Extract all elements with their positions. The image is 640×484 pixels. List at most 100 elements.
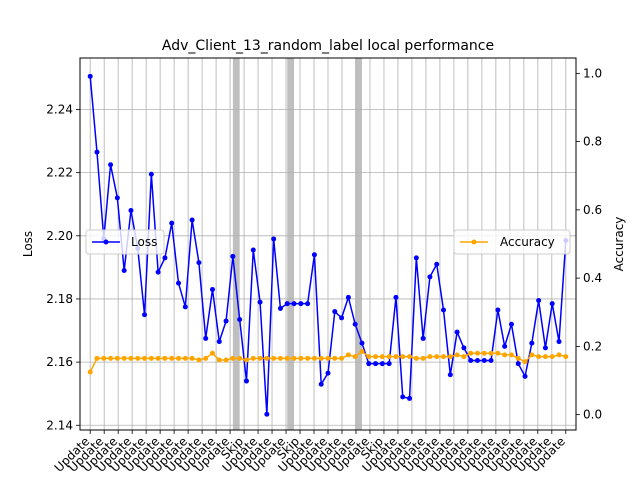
series-loss-point-5 [121,268,127,274]
series-loss-point-18 [209,286,215,292]
series-loss-point-21 [230,253,236,259]
series-layer [87,73,569,417]
series-loss-point-0 [87,73,93,79]
series-accuracy-point-58 [481,350,487,356]
series-accuracy-point-32 [305,355,311,361]
series-accuracy-point-17 [203,355,209,361]
series-accuracy-point-65 [529,352,535,358]
series-accuracy-point-59 [488,350,494,356]
series-accuracy-point-67 [542,354,548,360]
series-loss-point-35 [325,370,331,376]
series-loss-point-68 [549,301,555,307]
series-accuracy-point-20 [223,357,229,363]
skip-region-0 [232,58,240,430]
series-loss-point-67 [542,345,548,351]
series-loss-point-40 [359,340,365,346]
series-loss-point-15 [189,217,195,223]
series-loss-point-54 [454,329,460,335]
y-left-tick-label-3: 2.20 [46,229,73,243]
series-accuracy-point-25 [257,355,263,361]
series-loss-point-36 [332,309,338,315]
skip-regions-layer [232,58,362,430]
series-accuracy-point-70 [563,354,569,360]
series-accuracy-point-28 [277,355,283,361]
series-accuracy-point-44 [386,354,392,360]
series-accuracy-point-64 [522,359,528,365]
series-accuracy-point-47 [407,354,413,360]
series-loss-point-60 [495,307,501,313]
series-accuracy-point-18 [209,350,215,356]
grid-layer [80,58,576,430]
series-loss-point-6 [128,208,134,214]
series-loss-point-59 [488,358,494,364]
series-accuracy-point-48 [413,355,419,361]
series-loss-point-30 [291,301,297,307]
series-loss-point-37 [339,315,345,321]
legend-loss-box [85,229,165,255]
series-loss-point-29 [284,301,290,307]
series-accuracy-point-6 [128,355,134,361]
series-loss-point-47 [407,395,413,401]
y-right-tick-label-3: 0.6 [583,203,602,217]
series-loss-point-69 [556,339,562,345]
series-accuracy-point-40 [359,349,365,355]
y-left-tick-label-0: 2.14 [46,418,73,432]
series-loss-point-44 [386,361,392,367]
series-accuracy-point-9 [148,355,154,361]
series-loss-point-61 [502,343,508,349]
chart-title: Adv_Client_13_random_label local perform… [162,38,494,54]
series-accuracy-point-38 [345,352,351,358]
legend-accuracy-label: Accuracy [500,235,555,249]
series-loss-point-23 [243,378,249,384]
series-loss-point-26 [264,411,270,417]
series-loss-point-62 [508,321,514,327]
series-loss-point-1 [94,149,100,155]
series-loss-point-50 [427,274,433,280]
series-loss-point-12 [169,220,175,226]
series-accuracy-point-51 [434,354,440,360]
series-accuracy-point-60 [495,350,501,356]
series-accuracy-point-8 [142,355,148,361]
series-loss-point-66 [536,298,542,304]
series-loss-point-13 [176,280,182,286]
axes-layer: UpdateUpdateUpdateUpdateUpdateUpdateUpda… [46,66,602,475]
series-loss-point-17 [203,335,209,341]
legend-accuracy-marker [471,239,477,245]
series-loss-point-11 [162,255,168,261]
series-accuracy-point-62 [508,352,514,358]
legend-loss-label: Loss [131,235,157,249]
series-accuracy-point-68 [549,354,555,360]
series-accuracy-point-54 [454,352,460,358]
series-loss-point-56 [468,358,474,364]
series-accuracy-point-0 [87,369,93,375]
series-accuracy-point-10 [155,355,161,361]
series-loss-point-22 [237,316,243,322]
series-loss-point-57 [474,358,480,364]
series-accuracy-point-34 [318,355,324,361]
series-accuracy-point-42 [373,354,379,360]
series-accuracy-point-66 [536,354,542,360]
y-left-tick-label-2: 2.18 [46,292,73,306]
series-accuracy-point-11 [162,355,168,361]
legend-accuracy: Accuracy [453,229,571,255]
series-accuracy-point-41 [366,354,372,360]
series-loss-point-34 [318,381,324,387]
series-accuracy-point-26 [264,355,270,361]
series-loss-point-46 [400,394,406,400]
series-accuracy-point-37 [339,355,345,361]
series-accuracy-point-31 [298,355,304,361]
y-axis-left-label: Loss [21,231,35,257]
series-accuracy-point-27 [271,355,277,361]
series-loss-point-39 [352,321,358,327]
series-loss-point-63 [515,361,521,367]
series-loss-point-4 [114,195,120,201]
legend-loss: Loss [85,229,165,255]
series-accuracy-point-39 [352,354,358,360]
series-loss-point-49 [420,335,426,341]
series-loss-point-32 [305,301,311,307]
series-accuracy-point-36 [332,355,338,361]
y-left-tick-label-1: 2.16 [46,355,73,369]
series-accuracy-point-29 [284,355,290,361]
series-accuracy-point-2 [101,355,107,361]
